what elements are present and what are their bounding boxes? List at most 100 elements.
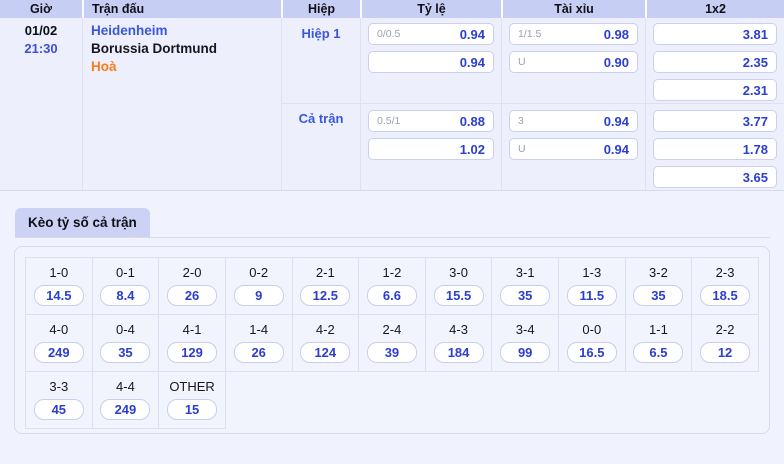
over-under-odds-box[interactable]: U 0.94: [509, 138, 638, 160]
score-odds-button[interactable]: 6.5: [633, 342, 684, 363]
score-odds-button[interactable]: 249: [33, 342, 84, 363]
header-time: Giờ: [29, 2, 53, 16]
match-time: 21:30: [24, 41, 58, 56]
score-label: 3-4: [515, 322, 535, 337]
score-odds-button[interactable]: 8.4: [100, 285, 151, 306]
odds-value: 1.02: [459, 141, 485, 157]
over-under-odds-box[interactable]: U 0.90: [509, 51, 638, 73]
one-x-two-cell: 3.81 2.35 2.31: [646, 18, 784, 103]
score-label: 2-2: [715, 322, 735, 337]
score-cell: 3-3 45: [26, 372, 93, 429]
odds-value: 0.94: [459, 26, 485, 42]
score-odds-button[interactable]: 184: [433, 342, 484, 363]
one-x-two-column: 3.81 2.35 2.31 3.77 1.78 3.65: [645, 18, 784, 190]
odds-value: 3.77: [742, 113, 768, 129]
odds-line-label: 0.5/1: [377, 115, 401, 127]
score-odds-button[interactable]: 16.5: [566, 342, 617, 363]
odds-line-label: 3: [518, 115, 524, 127]
score-label: 2-1: [315, 265, 335, 280]
over-under-odds-box[interactable]: 3 0.94: [509, 110, 638, 132]
score-odds-button[interactable]: 15: [167, 399, 218, 420]
score-cell: 1-0 14.5: [26, 258, 93, 315]
score-odds-button[interactable]: 6.6: [366, 285, 417, 306]
over-under-odds-box[interactable]: 1/1.5 0.98: [509, 23, 638, 45]
over-under-cell: 1/1.5 0.98 U 0.90: [502, 18, 645, 103]
score-odds-button[interactable]: 12: [700, 342, 751, 363]
tab-correct-score[interactable]: Kèo tỷ số cả trận: [15, 208, 150, 237]
handicap-odds-box[interactable]: 1.02: [368, 138, 494, 160]
score-label: 3-1: [515, 265, 535, 280]
match-result-label: Hoà: [91, 59, 117, 74]
score-label: 4-0: [49, 322, 69, 337]
home-team-link[interactable]: Heidenheim: [91, 23, 168, 38]
score-grid: 1-0 14.5 0-1 8.4 2-0 26 0-2 9 2-1 12.5 1-2 6.6 3-0 15…: [25, 257, 759, 429]
score-odds-button[interactable]: 18.5: [700, 285, 751, 306]
score-cell: 1-4 26: [225, 315, 293, 372]
one-x-two-odds-box[interactable]: 2.31: [653, 79, 777, 101]
score-odds-button[interactable]: 99: [500, 342, 551, 363]
score-label: 0-2: [249, 265, 269, 280]
score-cell: 0-0 16.5: [559, 315, 626, 372]
handicap-odds-box[interactable]: 0.5/1 0.88: [368, 110, 494, 132]
score-label: 4-3: [449, 322, 468, 337]
score-odds-button[interactable]: 12.5: [300, 285, 351, 306]
score-cell: 2-2 12: [692, 315, 759, 372]
over-under-column: 1/1.5 0.98 U 0.90 3 0.94 U 0.94: [501, 18, 645, 190]
score-odds-button[interactable]: 249: [100, 399, 151, 420]
odds-value: 3.81: [742, 26, 768, 42]
one-x-two-odds-box[interactable]: 2.35: [653, 51, 777, 73]
correct-score-card: 1-0 14.5 0-1 8.4 2-0 26 0-2 9 2-1 12.5 1-2 6.6 3-0 15…: [14, 246, 770, 434]
score-cell: 0-2 9: [225, 258, 293, 315]
one-x-two-odds-box[interactable]: 3.65: [653, 166, 777, 188]
odds-line-label: 0/0.5: [377, 28, 401, 40]
odds-value: 2.35: [742, 54, 768, 70]
score-odds-button[interactable]: 15.5: [433, 285, 484, 306]
score-label: 3-3: [49, 379, 69, 394]
one-x-two-odds-box[interactable]: 3.77: [653, 110, 777, 132]
score-cell: 1-1 6.5: [625, 315, 693, 372]
score-odds-button[interactable]: 35: [500, 285, 551, 306]
score-label: 4-1: [182, 322, 202, 337]
one-x-two-odds-box[interactable]: 3.81: [653, 23, 777, 45]
score-odds-button[interactable]: 14.5: [33, 285, 84, 306]
score-odds-button[interactable]: 26: [167, 285, 218, 306]
handicap-odds-box[interactable]: 0.94: [368, 51, 494, 73]
score-odds-button[interactable]: 9: [233, 285, 284, 306]
score-odds-button[interactable]: 39: [366, 342, 417, 363]
score-odds-button[interactable]: 124: [300, 342, 351, 363]
score-odds-button[interactable]: 35: [100, 342, 151, 363]
odds-value: 3.65: [742, 169, 768, 185]
away-team-link[interactable]: Borussia Dortmund: [91, 41, 218, 56]
score-label: 4-2: [315, 322, 335, 337]
score-odds-button[interactable]: 129: [167, 342, 218, 363]
handicap-odds-box[interactable]: 0/0.5 0.94: [368, 23, 494, 45]
one-x-two-odds-box[interactable]: 1.78: [653, 138, 777, 160]
score-label: 4-4: [116, 379, 135, 394]
score-grid-row: 1-0 14.5 0-1 8.4 2-0 26 0-2 9 2-1 12.5 1-2 6.6 3-0 15…: [26, 258, 759, 315]
score-cell: 1-3 11.5: [559, 258, 626, 315]
score-label: 0-1: [116, 265, 135, 280]
match-teams-cell: Heidenheim Borussia Dortmund Hoà: [82, 18, 281, 190]
score-odds-button[interactable]: 11.5: [566, 285, 617, 306]
header-handicap: Tỷ lệ: [360, 0, 501, 18]
score-grid-row: 4-0 249 0-4 35 4-1 129 1-4 26 4-2 124 2-4 39 4-3 184 3…: [26, 315, 759, 372]
score-cell: 2-0 26: [159, 258, 226, 315]
score-cell: 4-0 249: [26, 315, 93, 372]
score-odds-button[interactable]: 35: [633, 285, 684, 306]
handicap-column: 0/0.5 0.94 0.94 0.5/1 0.88 1.02: [360, 18, 501, 190]
period-label-cell: Hiệp 1: [282, 18, 360, 103]
match-time-cell: 01/02 21:30: [0, 18, 82, 190]
period-label: Cả trận: [298, 111, 344, 126]
score-label: 1-4: [249, 322, 269, 337]
score-label: 1-1: [649, 322, 668, 337]
score-cell: 3-4 99: [492, 315, 559, 372]
score-cell: 0-4 35: [92, 315, 160, 372]
odds-value: 2.31: [742, 82, 768, 98]
score-grid-row: 3-3 45 4-4 249 OTHER 15: [26, 372, 759, 429]
odds-line-label: U: [518, 56, 526, 68]
score-cell: 3-2 35: [625, 258, 693, 315]
score-odds-button[interactable]: 26: [233, 342, 284, 363]
odds-value: 0.94: [603, 113, 629, 129]
score-cell: 4-4 249: [92, 372, 160, 429]
score-odds-button[interactable]: 45: [33, 399, 84, 420]
